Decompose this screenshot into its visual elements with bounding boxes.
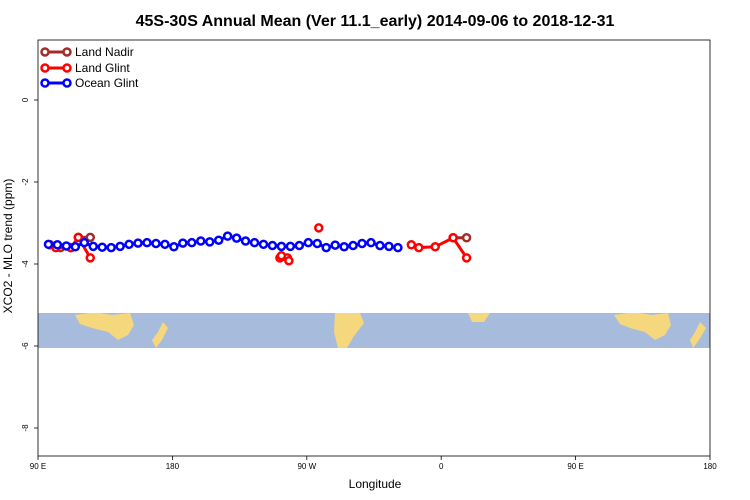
data-point-ocean-glint — [115, 241, 125, 252]
data-point-ocean-glint — [312, 238, 323, 249]
map-land-australia-1 — [75, 313, 134, 340]
data-point-land-glint — [85, 253, 96, 263]
legend-label-land-nadir: Land Nadir — [75, 45, 134, 59]
data-point-ocean-glint — [204, 237, 215, 247]
legend-marker-land-glint-right — [62, 63, 72, 73]
data-point-ocean-glint — [52, 239, 63, 250]
y-tick-label: 0 — [21, 97, 30, 102]
data-point-ocean-glint — [267, 240, 278, 251]
data-point-ocean-glint — [339, 242, 349, 252]
data-point-land-glint — [284, 255, 294, 266]
data-point-ocean-glint — [124, 239, 134, 250]
y-axis-label: XCO2 - MLO trend (ppm) — [1, 179, 15, 314]
data-point-land-glint — [430, 242, 440, 252]
data-point-ocean-glint — [348, 240, 358, 251]
y-tick-label: -4 — [21, 260, 30, 268]
legend-label-land-glint: Land Glint — [75, 61, 130, 75]
y-tick-label: -2 — [21, 178, 30, 186]
x-tick-label: 180 — [703, 462, 717, 471]
x-tick-label: 0 — [439, 462, 444, 471]
data-point-land-glint — [406, 239, 417, 250]
legend: Land Nadir Land Glint Ocean Glint — [40, 45, 139, 90]
plot-frame — [37, 39, 711, 457]
x-tick-label: 90 W — [297, 462, 316, 471]
data-point-ocean-glint — [285, 241, 296, 252]
data-point-land-glint — [414, 242, 424, 253]
data-point-ocean-glint — [375, 240, 385, 251]
map-land-southamerica — [334, 313, 364, 348]
data-point-ocean-glint — [160, 239, 170, 250]
y-tick-label: -6 — [21, 342, 30, 350]
x-tick-label: 90 E — [30, 462, 46, 471]
data-point-ocean-glint — [187, 237, 197, 248]
data-point-ocean-glint — [43, 239, 54, 250]
x-tick-label: 180 — [166, 462, 180, 471]
legend-marker-ocean-glint-left — [40, 78, 50, 88]
data-point-ocean-glint — [169, 242, 179, 252]
data-point-ocean-glint — [303, 237, 314, 248]
data-point-ocean-glint — [384, 241, 394, 252]
x-axis-label: Longitude — [349, 477, 402, 491]
y-tick-label: -8 — [21, 424, 30, 432]
data-point-ocean-glint — [321, 242, 331, 253]
data-point-ocean-glint — [151, 238, 161, 249]
legend-marker-ocean-glint-right — [62, 78, 72, 88]
data-point-ocean-glint — [258, 239, 269, 250]
data-point-land-glint — [276, 251, 287, 261]
data-point-ocean-glint — [240, 236, 251, 246]
data-point-ocean-glint — [222, 231, 233, 241]
data-point-ocean-glint — [357, 238, 367, 249]
x-tick-label: 90 E — [567, 462, 583, 471]
x-axis: 90 E 180 90 W 0 90 E 180 — [30, 456, 717, 471]
map-land-newzealand-2 — [690, 322, 706, 348]
data-point-ocean-glint — [106, 242, 116, 253]
data-point-ocean-glint — [88, 241, 99, 252]
data-point-ocean-glint — [133, 238, 143, 248]
legend-marker-land-nadir-right — [62, 47, 72, 57]
map-land-africa — [468, 313, 490, 322]
data-point-ocean-glint — [276, 241, 287, 252]
series-layer — [43, 223, 472, 266]
map-background — [38, 313, 710, 348]
legend-marker-land-glint-left — [40, 63, 50, 73]
map-land-newzealand-1 — [152, 322, 168, 348]
data-point-ocean-glint — [330, 240, 340, 250]
data-point-land-glint — [73, 232, 84, 243]
legend-label-ocean-glint: Ocean Glint — [75, 76, 139, 90]
data-point-land-nadir — [461, 233, 472, 243]
map-ocean — [38, 313, 710, 348]
legend-marker-land-nadir-left — [40, 47, 50, 57]
y-axis: 0 -2 -4 -6 -8 — [21, 97, 38, 432]
data-point-land-glint — [448, 233, 458, 243]
data-point-ocean-glint — [231, 233, 242, 243]
data-point-ocean-glint — [79, 237, 90, 248]
data-point-ocean-glint — [61, 241, 72, 251]
chart-title: 45S-30S Annual Mean (Ver 11.1_early) 201… — [136, 13, 615, 30]
data-point-land-glint — [313, 223, 324, 233]
map-land-australia-2 — [614, 313, 671, 340]
data-point-ocean-glint — [178, 238, 188, 248]
data-point-ocean-glint — [196, 236, 206, 246]
data-point-ocean-glint — [70, 242, 81, 252]
data-point-ocean-glint — [366, 237, 376, 248]
data-point-ocean-glint — [213, 235, 224, 245]
data-point-ocean-glint — [294, 240, 305, 251]
data-point-ocean-glint — [142, 237, 152, 248]
data-point-ocean-glint — [249, 237, 260, 248]
data-point-land-glint — [461, 253, 472, 263]
data-point-ocean-glint — [97, 242, 107, 252]
data-point-land-nadir — [85, 232, 96, 243]
data-point-ocean-glint — [393, 242, 403, 253]
